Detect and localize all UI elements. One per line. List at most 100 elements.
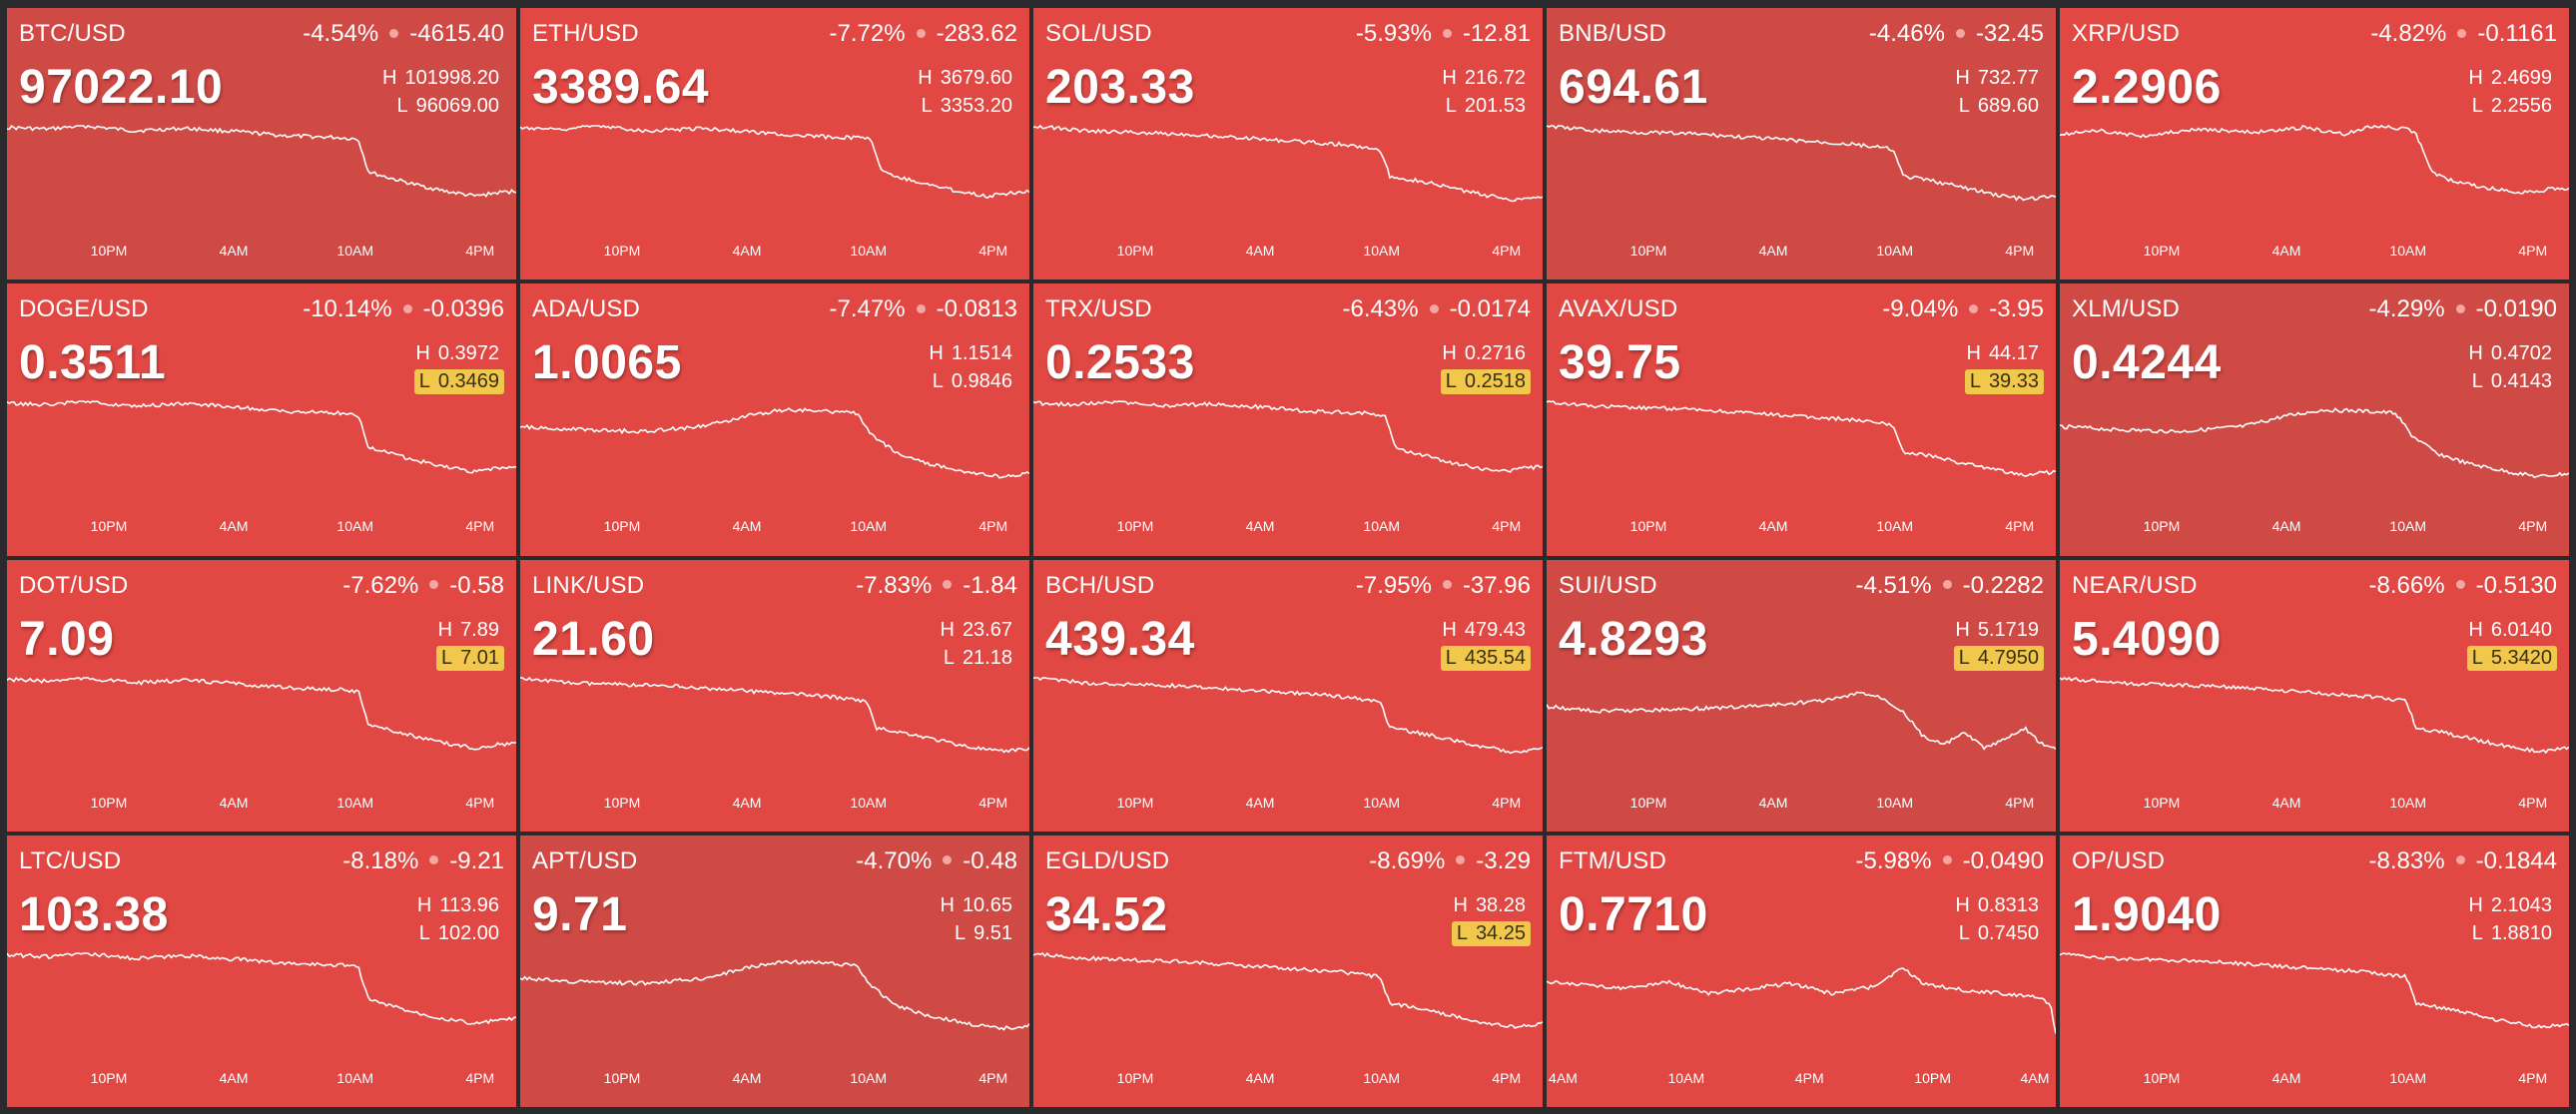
separator-dot-icon bbox=[2455, 303, 2465, 313]
ticker-tile-btc-usd[interactable]: BTC/USD -4.54% -4615.40 97022.10 H 101998.20 L… bbox=[7, 8, 516, 280]
sparkline-series bbox=[520, 678, 1029, 752]
time-axis-label: 10PM bbox=[1630, 795, 1667, 811]
high-tag: H bbox=[382, 67, 397, 89]
low-tag: L bbox=[921, 95, 933, 117]
ticker-tile-ftm-usd[interactable]: FTM/USD -5.98% -0.0490 0.7710 H 0.8313 L 0.7450… bbox=[1547, 835, 2056, 1107]
change-readout: -4.29% -0.0190 bbox=[2369, 295, 2557, 323]
change-absolute: -32.45 bbox=[1975, 20, 2044, 47]
high-tag: H bbox=[1442, 342, 1457, 365]
ticker-tile-sol-usd[interactable]: SOL/USD -5.93% -12.81 203.33 H 216.72 L 201.53 1… bbox=[1033, 8, 1543, 280]
low-tag: L bbox=[954, 921, 966, 944]
low-value: 102.00 bbox=[437, 921, 499, 944]
low-readout: L 0.9846 bbox=[928, 369, 1017, 394]
separator-dot-icon bbox=[429, 855, 439, 865]
change-readout: -4.46% -32.45 bbox=[1869, 20, 2044, 48]
time-axis-label: 4PM bbox=[2005, 795, 2034, 811]
low-tag: L bbox=[1445, 370, 1457, 393]
ticker-tile-near-usd[interactable]: NEAR/USD -8.66% -0.5130 5.4090 H 6.0140 L 5.342… bbox=[2060, 559, 2569, 832]
time-axis-label: 4PM bbox=[2518, 243, 2547, 259]
separator-dot-icon bbox=[943, 855, 953, 865]
ticker-tile-avax-usd[interactable]: AVAX/USD -9.04% -3.95 39.75 H 44.17 L 39.33 10PM… bbox=[1547, 283, 2056, 556]
last-price: 9.71 bbox=[532, 887, 628, 941]
change-readout: -10.14% -0.0396 bbox=[303, 295, 504, 323]
change-absolute: -3.95 bbox=[1989, 295, 2044, 323]
low-readout: L 9.51 bbox=[950, 921, 1017, 946]
time-axis-label: 4PM bbox=[978, 518, 1007, 534]
ticker-tile-op-usd[interactable]: OP/USD -8.83% -0.1844 1.9040 H 2.1043 L 1.8810 1… bbox=[2060, 835, 2569, 1107]
change-absolute: -0.0813 bbox=[936, 295, 1017, 323]
time-axis-label: 10PM bbox=[2144, 518, 2181, 534]
sparkline-series bbox=[520, 126, 1029, 198]
high-value: 6.0140 bbox=[2490, 618, 2552, 641]
separator-dot-icon bbox=[402, 303, 412, 313]
change-percent: -7.95% bbox=[1355, 571, 1432, 599]
change-percent: -8.83% bbox=[2368, 846, 2445, 874]
time-axis-label: 4PM bbox=[978, 1070, 1007, 1086]
sparkline-series bbox=[2060, 126, 2569, 194]
ticker-tile-bnb-usd[interactable]: BNB/USD -4.46% -32.45 694.61 H 732.77 L 689.60 1… bbox=[1547, 8, 2056, 280]
ticker-tile-dot-usd[interactable]: DOT/USD -7.62% -0.58 7.09 H 7.89 L 7.01 10PM 4AM 1… bbox=[7, 559, 516, 832]
change-absolute: -0.0396 bbox=[422, 295, 504, 323]
ticker-tile-eth-usd[interactable]: ETH/USD -7.72% -283.62 3389.64 H 3679.60 L 3353… bbox=[520, 8, 1029, 280]
price-sparkline: 10PM 4AM 10AM 4PM bbox=[2060, 393, 2569, 534]
high-tag: H bbox=[1453, 893, 1468, 916]
low-readout: L 689.60 bbox=[1954, 94, 2044, 119]
price-sparkline: 10PM 4AM 10AM 4PM bbox=[520, 945, 1029, 1086]
change-absolute: -0.0174 bbox=[1449, 295, 1531, 323]
high-readout: H 38.28 bbox=[1448, 893, 1531, 918]
separator-dot-icon bbox=[1955, 28, 1965, 38]
change-readout: -4.51% -0.2282 bbox=[1856, 572, 2044, 600]
time-axis-label: 10PM bbox=[91, 1070, 128, 1086]
low-value: 96069.00 bbox=[415, 95, 499, 117]
time-axis-label: 10PM bbox=[1117, 518, 1154, 534]
price-sparkline: 10PM 4AM 10AM 4PM bbox=[1033, 393, 1543, 534]
low-readout: L 0.3469 bbox=[413, 369, 504, 395]
ticker-tile-ltc-usd[interactable]: LTC/USD -8.18% -9.21 103.38 H 113.96 L 102.00 10… bbox=[7, 835, 516, 1107]
change-absolute: -0.0190 bbox=[2475, 295, 2557, 323]
ticker-tile-link-usd[interactable]: LINK/USD -7.83% -1.84 21.60 H 23.67 L 21.18 10PM… bbox=[520, 559, 1029, 832]
pair-label: SOL/USD bbox=[1045, 20, 1152, 47]
separator-dot-icon bbox=[916, 28, 926, 38]
low-readout: L 5.3420 bbox=[2466, 645, 2557, 671]
ticker-tile-xrp-usd[interactable]: XRP/USD -4.82% -0.1161 2.2906 H 2.4699 L 2.2556… bbox=[2060, 8, 2569, 280]
change-readout: -8.66% -0.5130 bbox=[2369, 572, 2557, 600]
ticker-tile-xlm-usd[interactable]: XLM/USD -4.29% -0.0190 0.4244 H 0.4702 L 0.4143… bbox=[2060, 283, 2569, 556]
ticker-tile-trx-usd[interactable]: TRX/USD -6.43% -0.0174 0.2533 H 0.2716 L 0.2518… bbox=[1033, 283, 1543, 556]
high-tag: H bbox=[940, 618, 955, 641]
time-axis-label: 10AM bbox=[1363, 1070, 1400, 1086]
high-tag: H bbox=[2468, 618, 2483, 641]
price-sparkline: 10PM 4AM 10AM 4PM bbox=[1547, 670, 2056, 811]
change-percent: -7.72% bbox=[829, 20, 906, 47]
sparkline-series bbox=[2060, 678, 2569, 753]
separator-dot-icon bbox=[1442, 580, 1452, 590]
high-value: 0.2716 bbox=[1464, 342, 1526, 365]
pair-label: EGLD/USD bbox=[1045, 846, 1170, 874]
high-value: 7.89 bbox=[460, 618, 499, 641]
ticker-tile-egld-usd[interactable]: EGLD/USD -8.69% -3.29 34.52 H 38.28 L 34.25 10PM… bbox=[1033, 835, 1543, 1107]
time-axis-label: 10PM bbox=[91, 243, 128, 259]
time-axis-label: 4AM bbox=[1759, 518, 1788, 534]
ticker-tile-doge-usd[interactable]: DOGE/USD -10.14% -0.0396 0.3511 H 0.3972 L 0.34… bbox=[7, 283, 516, 556]
pair-label: ETH/USD bbox=[532, 20, 639, 47]
change-percent: -5.98% bbox=[1855, 846, 1932, 874]
change-percent: -4.29% bbox=[2368, 295, 2445, 323]
separator-dot-icon bbox=[1429, 303, 1439, 313]
price-sparkline: 10PM 4AM 10AM 4PM bbox=[7, 670, 516, 810]
time-axis-label: 4AM bbox=[2272, 795, 2301, 811]
pair-label: XRP/USD bbox=[2072, 20, 2181, 47]
ticker-tile-sui-usd[interactable]: SUI/USD -4.51% -0.2282 4.8293 H 5.1719 L 4.7950… bbox=[1547, 559, 2056, 832]
time-axis-label: 10AM bbox=[336, 518, 373, 534]
time-axis-label: 4AM bbox=[220, 518, 249, 534]
last-price: 0.7710 bbox=[1559, 887, 1708, 941]
change-absolute: -0.1161 bbox=[2477, 20, 2557, 47]
ticker-tile-ada-usd[interactable]: ADA/USD -7.47% -0.0813 1.0065 H 1.1514 L 0.9846… bbox=[520, 283, 1029, 556]
change-readout: -4.70% -0.48 bbox=[856, 847, 1017, 875]
separator-dot-icon bbox=[943, 580, 953, 590]
separator-dot-icon bbox=[1942, 855, 1952, 865]
ticker-tile-bch-usd[interactable]: BCH/USD -7.95% -37.96 439.34 H 479.43 L 435.54 1… bbox=[1033, 559, 1543, 832]
ticker-tile-apt-usd[interactable]: APT/USD -4.70% -0.48 9.71 H 10.65 L 9.51 10PM 4AM… bbox=[520, 835, 1029, 1107]
pair-label: DOT/USD bbox=[19, 571, 129, 599]
separator-dot-icon bbox=[1456, 855, 1466, 865]
high-value: 2.4699 bbox=[2490, 67, 2552, 89]
price-sparkline: 10PM 4AM 10AM 4PM bbox=[2060, 118, 2569, 259]
